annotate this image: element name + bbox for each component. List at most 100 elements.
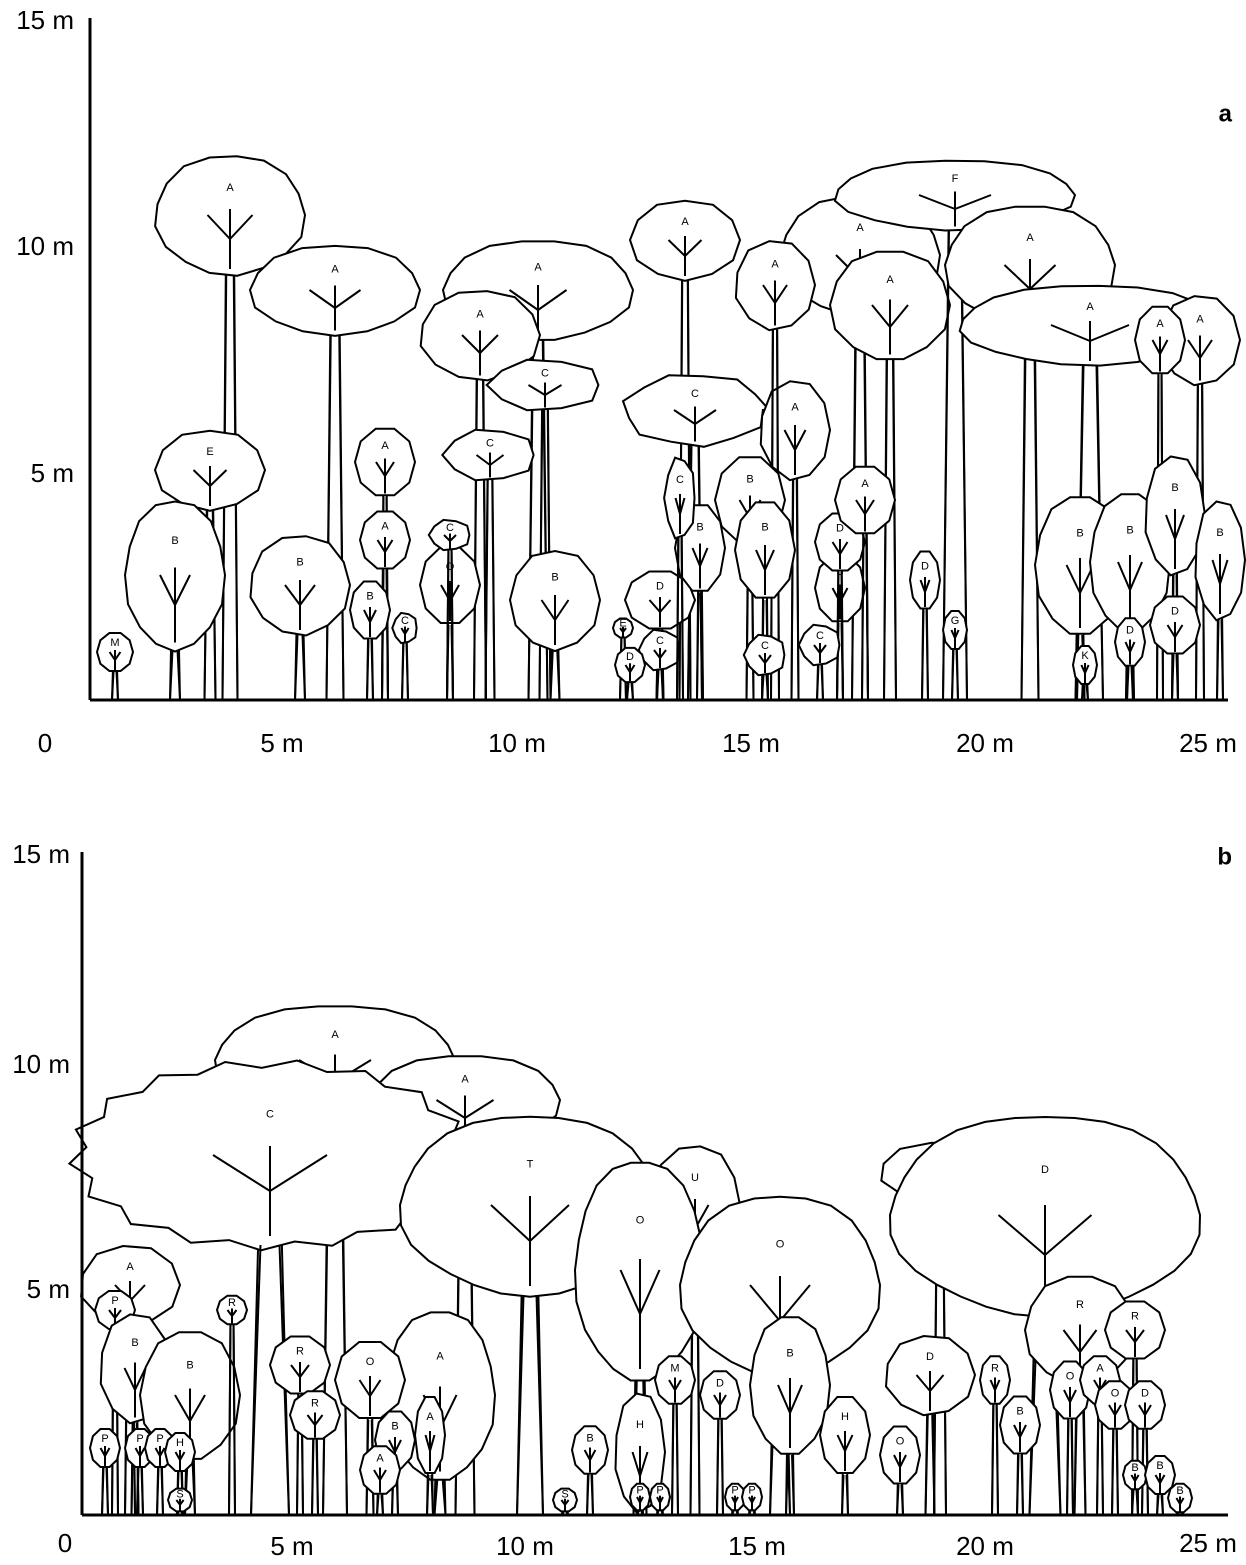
tree-label: O xyxy=(776,1238,785,1250)
tree-label: B xyxy=(1126,524,1133,536)
trunk xyxy=(137,1468,143,1515)
trunk xyxy=(1217,620,1223,700)
tree-label: C xyxy=(486,438,494,450)
trunk xyxy=(657,670,663,700)
trunk xyxy=(792,480,799,700)
tree: S xyxy=(553,1489,577,1515)
trunk xyxy=(842,1475,848,1515)
tree: B xyxy=(1000,1397,1040,1516)
tree-label: B xyxy=(761,521,768,533)
tree-label: A xyxy=(1096,1363,1104,1375)
tree-label: M xyxy=(670,1363,679,1375)
x-label: 15 m xyxy=(722,728,780,758)
trunk xyxy=(1172,655,1178,700)
tree-label: A xyxy=(476,309,484,321)
tree-label: C xyxy=(691,388,699,400)
x-label: 15 m xyxy=(728,1531,786,1561)
trunk xyxy=(717,1420,723,1515)
tree: D xyxy=(910,552,940,701)
trunk xyxy=(992,1405,998,1515)
tree-label: A xyxy=(381,440,389,452)
tree-label: B xyxy=(131,1337,138,1349)
trunk xyxy=(817,665,823,700)
tree-label: S xyxy=(176,1489,183,1501)
tree-label: A xyxy=(376,1453,384,1465)
tree-label: R xyxy=(991,1363,999,1375)
trunk xyxy=(762,675,768,700)
tree: O xyxy=(880,1427,920,1516)
trunk xyxy=(627,683,633,700)
tree: B xyxy=(251,536,351,700)
tree-label: A xyxy=(771,259,779,271)
trunk xyxy=(312,1440,318,1515)
tree-label: R xyxy=(1076,1299,1084,1311)
tree-label: B xyxy=(391,1420,398,1432)
tree-label: D xyxy=(716,1378,724,1390)
tree: A xyxy=(421,291,540,700)
tree-label: B xyxy=(1216,527,1223,539)
tree-label: O xyxy=(896,1435,905,1447)
tree-label: O xyxy=(446,561,455,573)
tree: B xyxy=(125,502,225,701)
tree-label: A xyxy=(331,1029,339,1041)
trunk xyxy=(402,643,408,700)
y-label: 5 m xyxy=(31,458,74,488)
trunk xyxy=(157,1468,163,1515)
x-label: 20 m xyxy=(956,1531,1014,1561)
tree-label: B xyxy=(696,522,703,534)
tree-label: H xyxy=(636,1419,644,1431)
trunk xyxy=(1157,1495,1163,1515)
tree-label: A xyxy=(461,1074,469,1086)
tree-label: P xyxy=(656,1485,663,1497)
tree: A xyxy=(415,1397,445,1515)
x-label: 10 m xyxy=(488,728,546,758)
tree: M xyxy=(97,633,133,700)
x-label: 25 m xyxy=(1179,1528,1237,1558)
tree-label: A xyxy=(791,401,799,413)
tree-label: A xyxy=(534,261,542,273)
y-label: 15 m xyxy=(12,839,70,869)
tree-label: C xyxy=(446,522,454,534)
trunk xyxy=(474,380,486,700)
tree: G xyxy=(943,611,967,700)
tree-label: B xyxy=(296,556,303,568)
tree-label: P xyxy=(731,1485,738,1497)
tree-label: U xyxy=(691,1172,699,1184)
trunk xyxy=(102,1468,108,1515)
tree-label: D xyxy=(1171,605,1179,617)
trunk xyxy=(922,610,928,700)
panel-label: b xyxy=(1217,843,1232,870)
trunk xyxy=(112,672,118,700)
tree-label: P xyxy=(156,1433,163,1445)
tree-label: T xyxy=(527,1158,534,1170)
tree-label: A xyxy=(1156,318,1164,330)
tree-label: A xyxy=(426,1411,434,1423)
trunk xyxy=(486,480,495,700)
y-label: 15 m xyxy=(16,5,74,35)
tree-label: D xyxy=(1126,625,1134,637)
tree: B xyxy=(350,582,390,701)
tree-label: D xyxy=(926,1351,934,1363)
tree-label: D xyxy=(836,522,844,534)
forest-profile: 15 m 10 m 5 m 0 5 m 10 m 15 m 20 m 25 m … xyxy=(0,0,1246,1565)
tree-label: C xyxy=(401,615,409,627)
tree: C xyxy=(487,360,599,700)
y-label: 10 m xyxy=(16,231,74,261)
tree-label: P xyxy=(636,1485,643,1497)
x-label: 5 m xyxy=(260,728,303,758)
tree-label: C xyxy=(676,474,684,486)
tree-label: C xyxy=(266,1108,274,1120)
tree-label: K xyxy=(1081,650,1089,662)
tree: S xyxy=(168,1489,192,1515)
x-label: 20 m xyxy=(956,728,1014,758)
tree-label: B xyxy=(1016,1405,1023,1417)
tree-label: D xyxy=(921,560,929,572)
trunk xyxy=(587,1475,593,1515)
tree-label: A xyxy=(436,1351,444,1363)
trunk xyxy=(551,650,560,700)
tree-label: A xyxy=(331,264,339,276)
tree-label: D xyxy=(626,651,634,663)
x-label: 25 m xyxy=(1179,728,1237,758)
tree-label: A xyxy=(381,520,389,532)
tree-label: F xyxy=(952,173,959,185)
